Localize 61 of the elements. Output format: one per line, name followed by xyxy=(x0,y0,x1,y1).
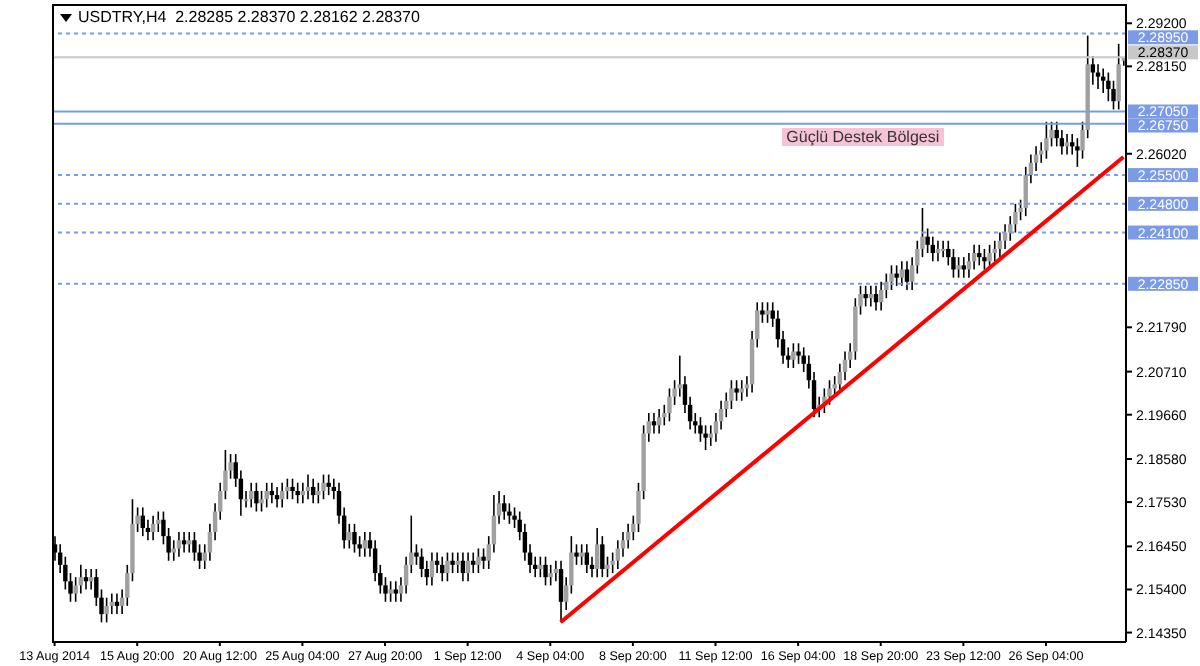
candlestick xyxy=(548,564,553,587)
candlestick xyxy=(295,482,300,505)
candlestick xyxy=(558,559,564,624)
candlestick xyxy=(321,473,326,501)
candlestick xyxy=(171,539,176,562)
candlestick xyxy=(254,482,259,513)
candlestick xyxy=(1044,120,1049,160)
candlestick xyxy=(1111,79,1116,111)
candlestick xyxy=(925,227,930,254)
candlestick xyxy=(600,535,605,578)
candlestick xyxy=(445,551,450,583)
candlestick xyxy=(450,551,455,574)
candlestick xyxy=(419,547,424,578)
candlestick xyxy=(734,379,739,402)
candlestick xyxy=(1090,55,1096,86)
candlestick xyxy=(951,248,956,279)
candlestick xyxy=(507,502,512,525)
candlestick xyxy=(956,256,961,279)
candlestick xyxy=(703,424,708,451)
candlestick xyxy=(791,342,796,369)
candlestick xyxy=(894,264,899,287)
candlestick xyxy=(698,416,703,443)
candlestick xyxy=(347,523,352,550)
candlestick xyxy=(326,473,331,496)
candlestick xyxy=(760,301,765,324)
candlestick xyxy=(982,248,987,271)
candlestick xyxy=(1013,203,1018,234)
annotation: Güçlü Destek Bölgesi xyxy=(782,127,944,146)
candlestick xyxy=(1116,43,1121,111)
candlestick xyxy=(729,379,734,410)
candlestick xyxy=(481,547,486,570)
candlestick xyxy=(290,477,295,501)
candlestick xyxy=(667,387,672,423)
candlestick xyxy=(765,301,770,324)
candlestick xyxy=(594,527,600,578)
candlestick xyxy=(1075,137,1080,168)
candlestick xyxy=(352,523,357,554)
candlestick xyxy=(1106,71,1111,103)
candlestick xyxy=(574,543,579,566)
candlestick xyxy=(987,244,992,271)
candlestick xyxy=(899,260,905,287)
candlestick xyxy=(863,285,868,308)
candlestick xyxy=(502,494,507,521)
candlestick xyxy=(543,555,548,587)
candlestick xyxy=(285,477,290,501)
candlestick xyxy=(316,482,321,505)
candlestick xyxy=(579,543,584,566)
candlestick xyxy=(827,379,832,406)
chart-title: USDTRY,H4 2.28285 2.28370 2.28162 2.28370 xyxy=(78,8,420,26)
candlestick xyxy=(538,555,543,578)
candlestick xyxy=(615,539,621,570)
candlestick xyxy=(259,490,264,513)
candlestick xyxy=(904,260,910,291)
candlestick xyxy=(796,342,801,365)
candlestick xyxy=(739,379,744,402)
candlestick xyxy=(889,264,894,291)
candlestick xyxy=(388,580,393,603)
candlestick xyxy=(104,596,109,624)
candlestick xyxy=(192,531,197,562)
candlestick xyxy=(476,547,481,574)
candlestick xyxy=(393,580,398,603)
